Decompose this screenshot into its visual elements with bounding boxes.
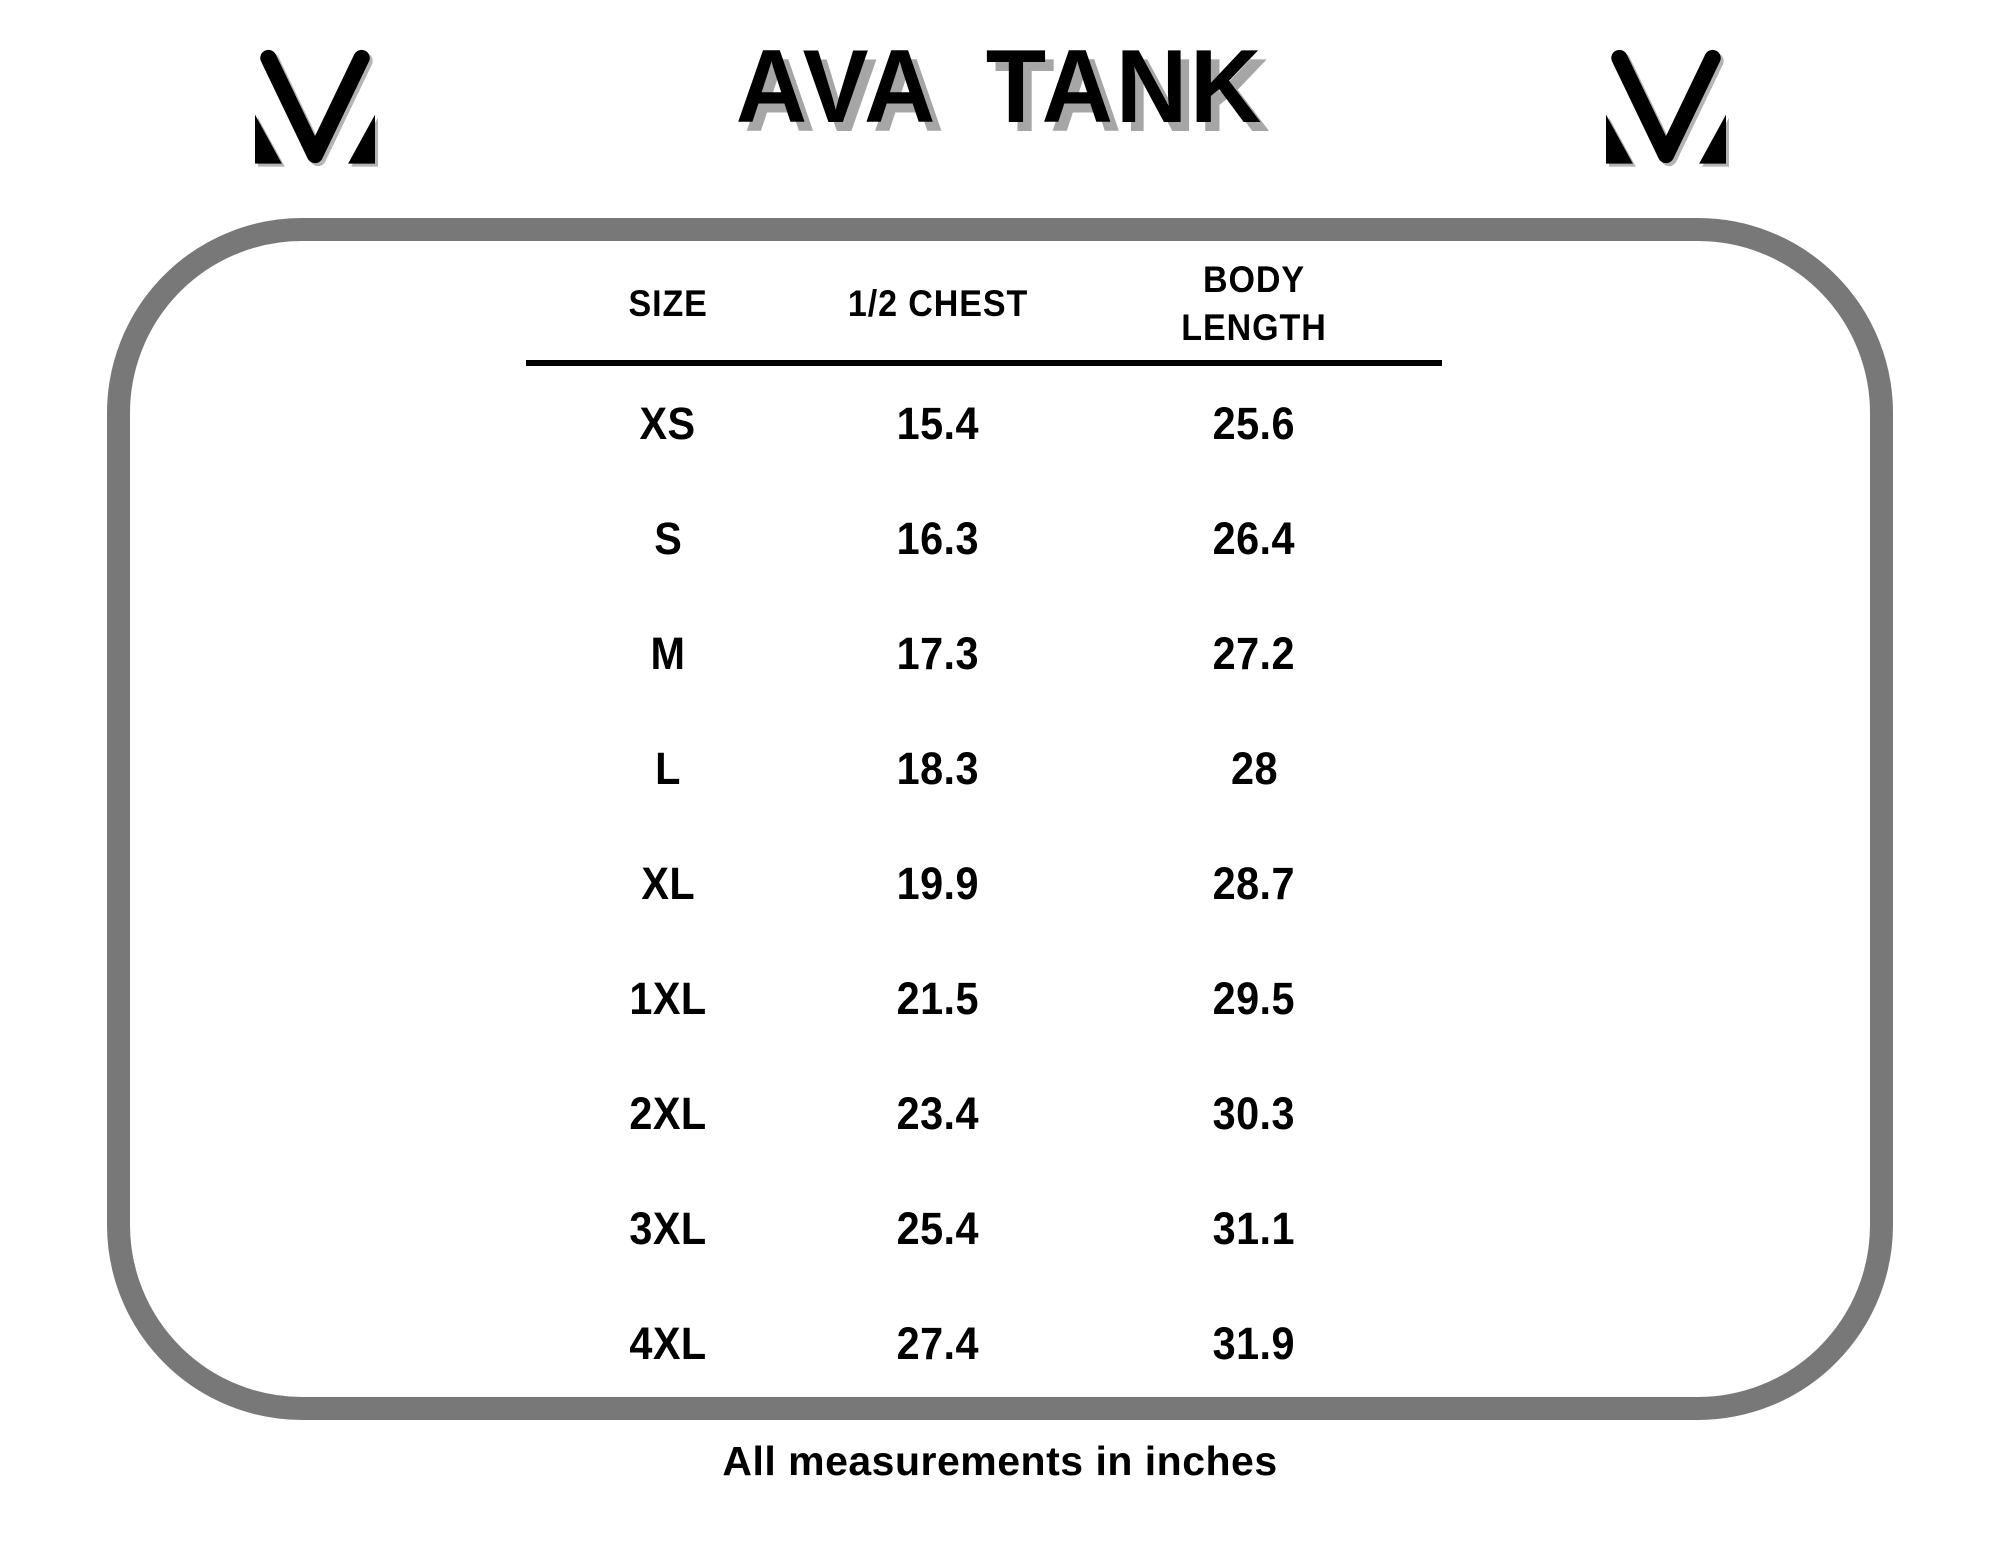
measurements-footnote: All measurements in inches xyxy=(722,1438,1278,1484)
body-length-cell: 28 xyxy=(1230,742,1278,794)
column-header-size: SIZE xyxy=(628,282,708,324)
column-header-body-length: BODY LENGTH xyxy=(1181,258,1327,348)
half-chest-cell: 16.3 xyxy=(896,512,980,564)
half-chest-cell: 18.3 xyxy=(896,742,980,794)
table-row: S 16.3 26.4 xyxy=(526,481,1442,596)
table-header-row: SIZE 1/2 CHEST BODY LENGTH xyxy=(526,248,1442,360)
size-cell: 3XL xyxy=(629,1202,707,1254)
table-row: XS 15.4 25.6 xyxy=(526,366,1442,481)
body-length-cell: 28.7 xyxy=(1212,857,1296,909)
body-length-cell: 29.5 xyxy=(1212,972,1296,1024)
body-length-cell: 25.6 xyxy=(1212,397,1296,449)
table-row: 1XL 21.5 29.5 xyxy=(526,941,1442,1056)
size-cell: XS xyxy=(639,397,697,449)
body-length-cell: 27.2 xyxy=(1212,627,1296,679)
half-chest-cell: 19.9 xyxy=(896,857,980,909)
half-chest-cell: 21.5 xyxy=(896,972,980,1024)
table-row: M 17.3 27.2 xyxy=(526,596,1442,711)
m-logo-icon xyxy=(1606,49,1726,164)
size-chart-frame xyxy=(107,218,1893,1420)
half-chest-cell: 15.4 xyxy=(896,397,980,449)
half-chest-cell: 27.4 xyxy=(896,1317,980,1369)
half-chest-cell: 17.3 xyxy=(896,627,980,679)
table-row: 2XL 23.4 30.3 xyxy=(526,1056,1442,1171)
header-divider-line xyxy=(526,360,1442,366)
table-row: L 18.3 28 xyxy=(526,711,1442,826)
size-table: SIZE 1/2 CHEST BODY LENGTH XS 15.4 25.6 … xyxy=(526,248,1442,1401)
size-cell: S xyxy=(653,512,683,564)
size-cell: L xyxy=(655,742,681,794)
size-cell: M xyxy=(650,627,686,679)
table-row: 3XL 25.4 31.1 xyxy=(526,1171,1442,1286)
body-length-cell: 30.3 xyxy=(1212,1087,1296,1139)
table-row: 4XL 27.4 31.9 xyxy=(526,1286,1442,1401)
size-cell: XL xyxy=(641,857,695,909)
table-body: XS 15.4 25.6 S 16.3 26.4 M 17.3 27.2 L 1… xyxy=(526,366,1442,1401)
size-cell: 2XL xyxy=(629,1087,707,1139)
m-logo-icon xyxy=(255,49,375,164)
half-chest-cell: 23.4 xyxy=(896,1087,980,1139)
table-row: XL 19.9 28.7 xyxy=(526,826,1442,941)
brand-m-logo-right xyxy=(1606,46,1726,167)
half-chest-cell: 25.4 xyxy=(896,1202,980,1254)
size-cell: 4XL xyxy=(629,1317,707,1369)
body-length-cell: 26.4 xyxy=(1212,512,1296,564)
page-title: AVA TANK xyxy=(735,29,1265,145)
body-length-cell: 31.9 xyxy=(1212,1317,1296,1369)
column-header-half-chest: 1/2 CHEST xyxy=(847,282,1029,324)
body-length-cell: 31.1 xyxy=(1212,1202,1296,1254)
size-cell: 1XL xyxy=(629,972,707,1024)
brand-m-logo-left xyxy=(255,46,375,167)
